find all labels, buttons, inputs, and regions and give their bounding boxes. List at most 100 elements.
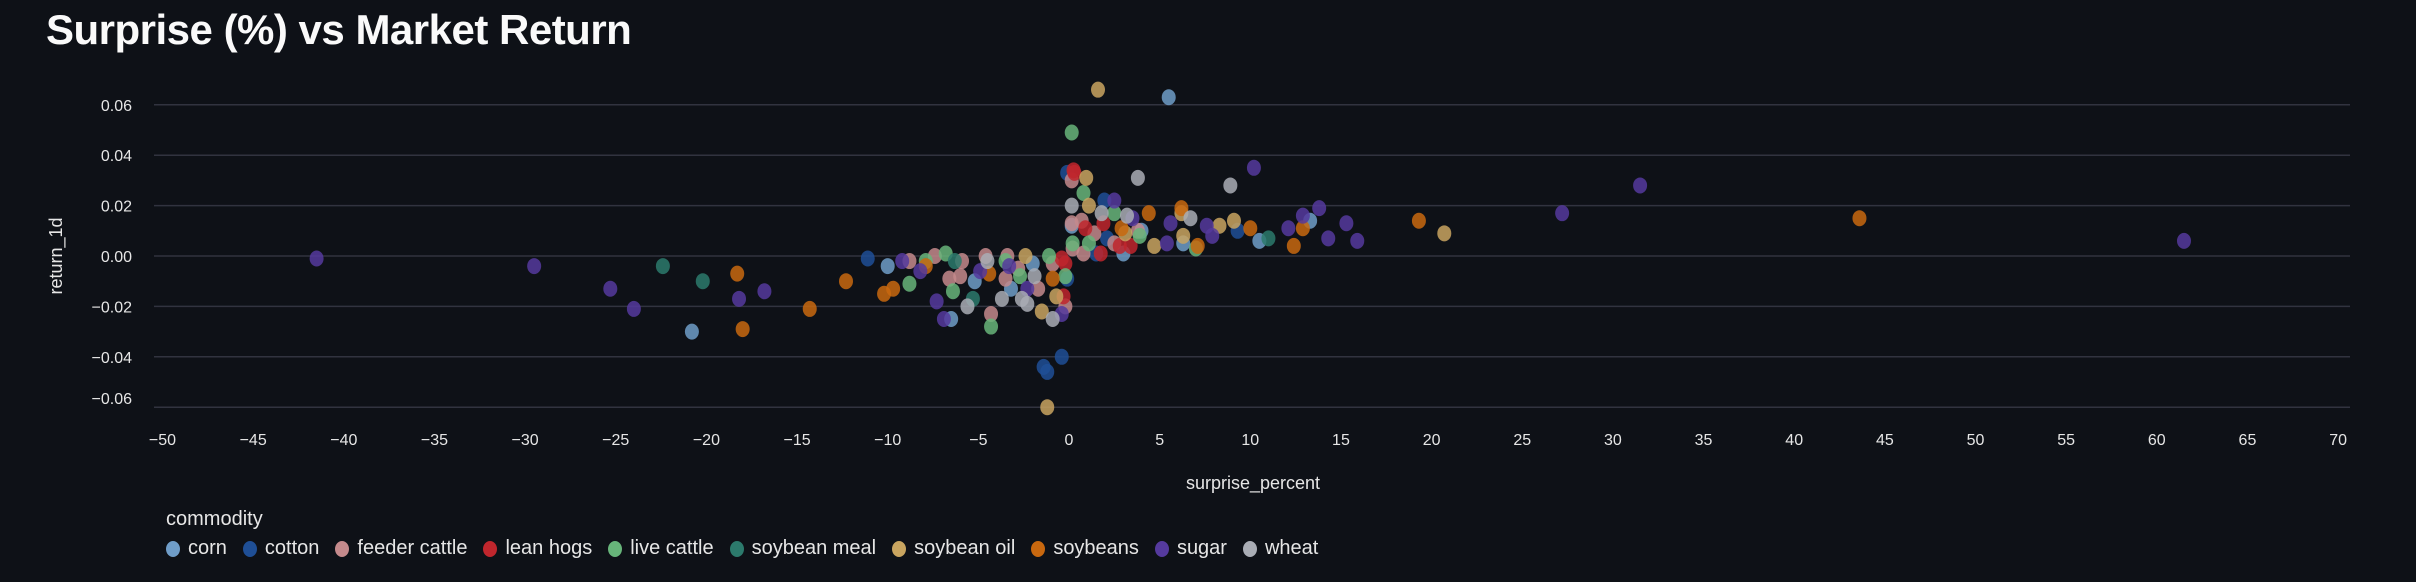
data-point-soybeans[interactable] xyxy=(802,300,817,317)
data-point-sugar[interactable] xyxy=(936,311,951,327)
data-point-live-cattle[interactable] xyxy=(1013,268,1028,285)
data-point-soybean-meal[interactable] xyxy=(1261,230,1276,247)
data-point-soybeans[interactable] xyxy=(1190,237,1205,254)
data-point-soybeans[interactable] xyxy=(1852,210,1867,227)
data-point-soybeans[interactable] xyxy=(730,265,745,282)
data-point-feeder-cattle[interactable] xyxy=(942,270,957,287)
data-point-soybean-oil[interactable] xyxy=(1437,225,1452,242)
data-point-live-cattle[interactable] xyxy=(902,275,917,292)
data-point-soybeans[interactable] xyxy=(1286,237,1301,254)
data-point-sugar[interactable] xyxy=(1555,205,1570,222)
data-point-soybean-oil[interactable] xyxy=(1081,197,1096,214)
data-point-corn[interactable] xyxy=(1161,89,1176,106)
data-point-cotton[interactable] xyxy=(860,250,875,267)
data-point-lean-hogs[interactable] xyxy=(1078,220,1093,237)
data-point-sugar[interactable] xyxy=(1246,159,1261,176)
data-point-wheat[interactable] xyxy=(1183,210,1198,227)
data-point-sugar[interactable] xyxy=(1281,220,1296,237)
data-point-cotton[interactable] xyxy=(1040,363,1055,380)
legend-item-cotton[interactable]: cotton xyxy=(242,537,319,560)
data-point-feeder-cattle[interactable] xyxy=(953,268,968,285)
data-point-sugar[interactable] xyxy=(1339,215,1354,232)
data-point-lean-hogs[interactable] xyxy=(1123,237,1138,254)
legend-item-lean-hogs[interactable]: lean hogs xyxy=(483,537,592,560)
data-point-sugar[interactable] xyxy=(1312,200,1327,217)
legend-item-soybean-meal[interactable]: soybean meal xyxy=(729,537,876,560)
data-point-soybeans[interactable] xyxy=(735,321,750,338)
data-point-feeder-cattle[interactable] xyxy=(1031,280,1046,297)
data-point-sugar[interactable] xyxy=(1107,192,1122,209)
legend-item-feeder-cattle[interactable]: feeder cattle xyxy=(335,537,467,560)
legend-item-live-cattle[interactable]: live cattle xyxy=(608,537,714,560)
data-point-sugar[interactable] xyxy=(1163,215,1178,232)
data-point-soybean-oil[interactable] xyxy=(1034,303,1049,320)
data-point-sugar[interactable] xyxy=(913,263,928,280)
legend-item-corn[interactable]: corn xyxy=(166,537,227,560)
data-point-sugar[interactable] xyxy=(1350,232,1365,249)
data-point-wheat[interactable] xyxy=(960,298,975,315)
data-point-soybean-oil[interactable] xyxy=(1040,399,1055,416)
data-point-live-cattle[interactable] xyxy=(984,318,999,335)
data-point-lean-hogs[interactable] xyxy=(1093,245,1108,262)
data-point-soybean-oil[interactable] xyxy=(1091,81,1106,98)
data-point-sugar[interactable] xyxy=(895,253,910,270)
data-point-soybeans[interactable] xyxy=(1141,205,1156,222)
data-point-wheat[interactable] xyxy=(980,253,995,270)
data-point-corn[interactable] xyxy=(880,258,895,275)
data-point-lean-hogs[interactable] xyxy=(1067,164,1082,181)
data-point-live-cattle[interactable] xyxy=(1081,235,1096,252)
data-point-soybeans[interactable] xyxy=(1045,270,1060,287)
data-point-soybeans[interactable] xyxy=(1114,220,1129,237)
data-point-sugar[interactable] xyxy=(626,300,641,317)
data-point-wheat[interactable] xyxy=(1120,207,1135,224)
data-point-soybeans[interactable] xyxy=(886,280,901,297)
data-point-lean-hogs[interactable] xyxy=(1058,255,1073,272)
data-point-wheat[interactable] xyxy=(1027,268,1042,285)
data-point-wheat[interactable] xyxy=(1223,177,1238,194)
data-point-soybeans[interactable] xyxy=(1411,212,1426,229)
data-point-sugar[interactable] xyxy=(1002,258,1017,275)
legend-item-soybeans[interactable]: soybeans xyxy=(1031,537,1139,560)
data-point-live-cattle[interactable] xyxy=(1132,227,1147,244)
data-point-wheat[interactable] xyxy=(1045,311,1060,327)
data-point-soybean-oil[interactable] xyxy=(1018,248,1033,264)
data-point-live-cattle[interactable] xyxy=(1064,124,1079,141)
data-point-sugar[interactable] xyxy=(929,293,944,310)
data-point-wheat[interactable] xyxy=(1064,197,1079,214)
data-point-sugar[interactable] xyxy=(1205,227,1220,244)
data-point-soybeans[interactable] xyxy=(839,273,854,290)
legend-item-soybean-oil[interactable]: soybean oil xyxy=(892,537,1015,560)
data-point-sugar[interactable] xyxy=(1295,207,1310,224)
data-point-soybean-oil[interactable] xyxy=(1079,169,1094,186)
data-point-wheat[interactable] xyxy=(1094,205,1109,222)
data-point-soybean-meal[interactable] xyxy=(947,253,962,270)
data-point-sugar[interactable] xyxy=(603,280,618,297)
legend-item-wheat[interactable]: wheat xyxy=(1242,537,1318,560)
data-point-feeder-cattle[interactable] xyxy=(984,305,999,322)
data-point-soybean-oil[interactable] xyxy=(1147,237,1162,254)
data-point-live-cattle[interactable] xyxy=(1107,205,1122,222)
data-point-soybean-oil[interactable] xyxy=(1176,227,1191,244)
legend-item-sugar[interactable]: sugar xyxy=(1154,537,1227,560)
data-point-sugar[interactable] xyxy=(757,283,772,300)
data-point-live-cattle[interactable] xyxy=(1065,235,1080,252)
data-point-soybeans[interactable] xyxy=(1174,200,1189,217)
data-point-sugar[interactable] xyxy=(1159,235,1174,252)
data-point-wheat[interactable] xyxy=(1020,295,1035,312)
data-point-live-cattle[interactable] xyxy=(945,283,960,300)
data-point-cotton[interactable] xyxy=(1097,192,1112,209)
data-point-soybean-meal[interactable] xyxy=(695,273,710,290)
data-point-live-cattle[interactable] xyxy=(1076,185,1091,201)
data-point-sugar[interactable] xyxy=(2176,232,2191,249)
data-point-wheat[interactable] xyxy=(994,290,1009,307)
data-point-sugar[interactable] xyxy=(309,250,324,267)
data-point-sugar[interactable] xyxy=(1633,177,1648,194)
data-point-soybeans[interactable] xyxy=(1295,220,1310,237)
data-point-sugar[interactable] xyxy=(527,258,542,275)
data-point-soybean-meal[interactable] xyxy=(655,258,670,275)
data-point-cotton[interactable] xyxy=(1054,348,1069,365)
data-point-sugar[interactable] xyxy=(732,290,747,307)
data-point-corn[interactable] xyxy=(684,323,699,340)
data-point-soybean-oil[interactable] xyxy=(1226,212,1241,229)
data-point-live-cattle[interactable] xyxy=(1058,268,1073,285)
